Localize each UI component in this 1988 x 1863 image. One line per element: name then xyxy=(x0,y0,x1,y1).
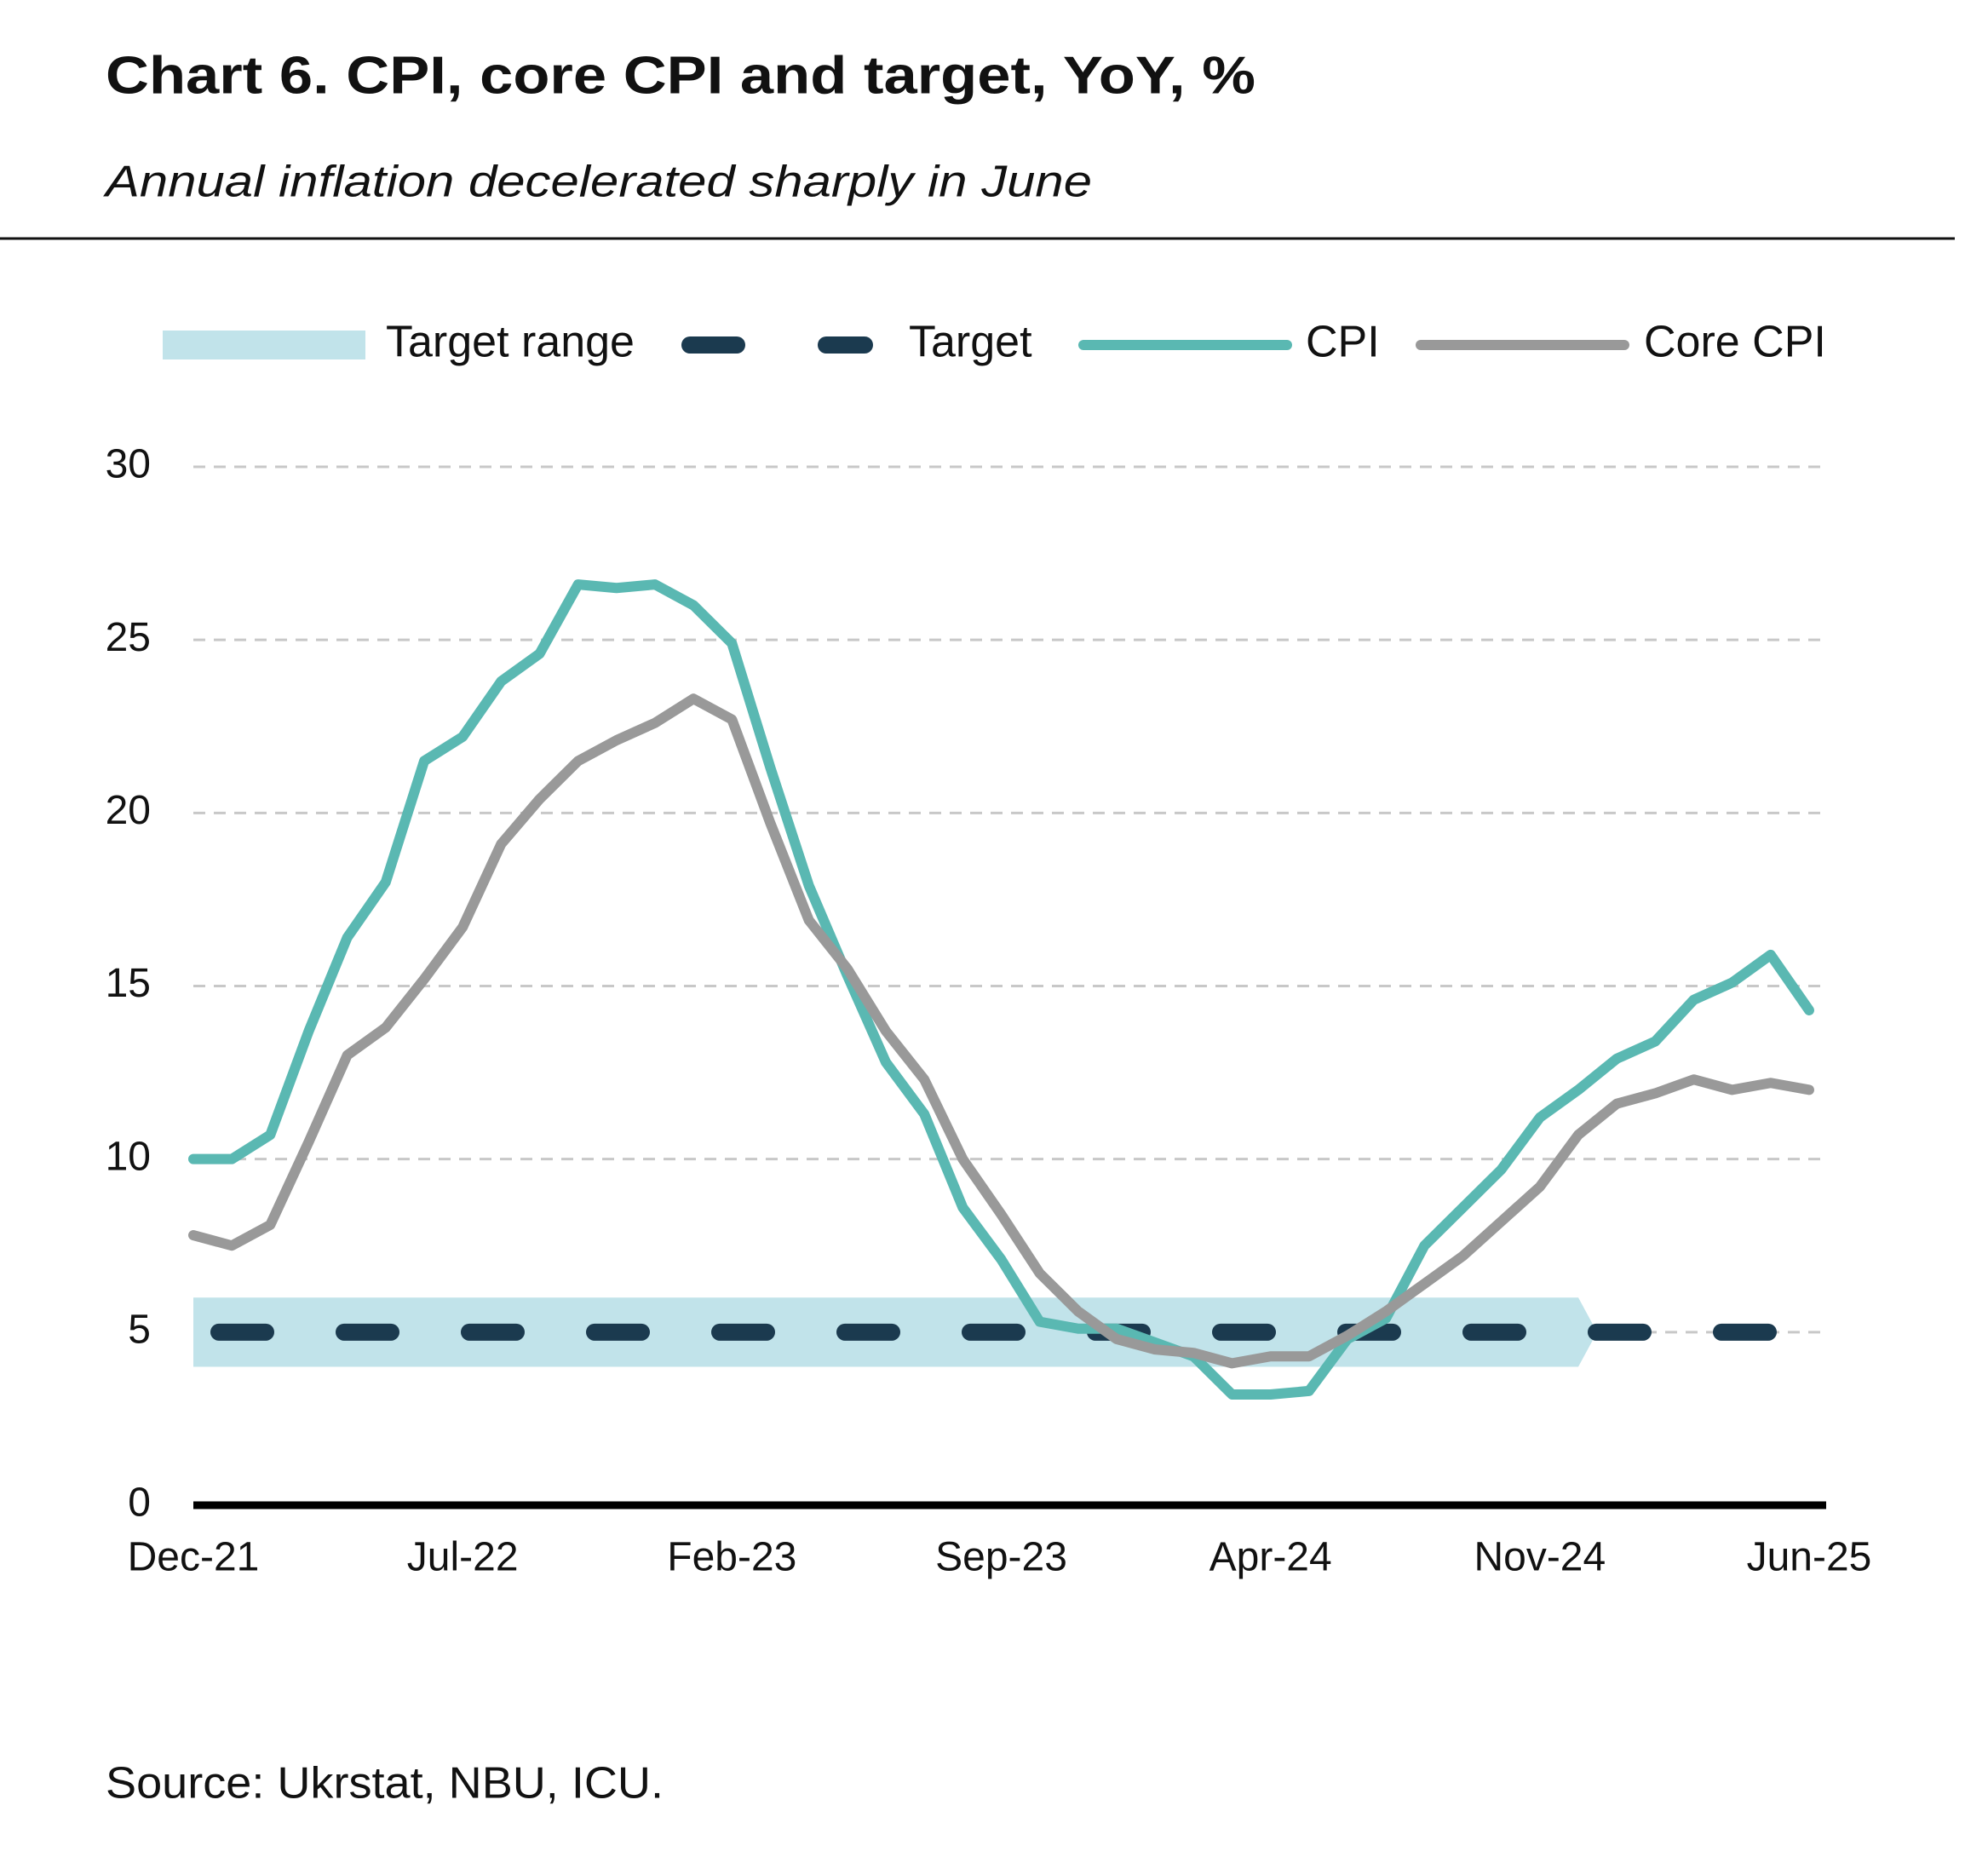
source-note: Source: Ukrstat, NBU, ICU. xyxy=(106,1759,664,1808)
series-line xyxy=(188,693,1814,1369)
legend-label: CPI xyxy=(1306,318,1380,367)
y-tick-label: 25 xyxy=(106,615,151,660)
x-tick-label: Jun-25 xyxy=(1747,1535,1872,1580)
y-tick-label: 30 xyxy=(106,442,151,487)
legend-label: Core CPI xyxy=(1644,318,1826,367)
y-tick-label: 15 xyxy=(106,961,151,1006)
x-tick-label: Apr-24 xyxy=(1209,1535,1332,1580)
x-tick-label: Jul-22 xyxy=(407,1535,519,1580)
x-tick-label: Sep-23 xyxy=(935,1535,1067,1580)
legend-swatch xyxy=(163,331,365,359)
chart-title: Chart 6. CPI, core CPI and target, YoY, … xyxy=(106,46,1255,105)
x-tick-label: Dec-21 xyxy=(128,1535,260,1580)
y-tick-label: 0 xyxy=(128,1481,151,1526)
series-line xyxy=(188,579,1814,1400)
y-tick-label: 20 xyxy=(106,788,151,833)
y-tick-label: 10 xyxy=(106,1134,151,1179)
legend-label: Target range xyxy=(386,318,635,367)
chart-subtitle: Annual inflation decelerated sharply in … xyxy=(103,158,1092,207)
x-tick-label: Nov-24 xyxy=(1474,1535,1606,1580)
legend-label: Target xyxy=(909,318,1032,367)
y-tick-label: 5 xyxy=(128,1308,151,1353)
x-tick-label: Feb-23 xyxy=(667,1535,796,1580)
